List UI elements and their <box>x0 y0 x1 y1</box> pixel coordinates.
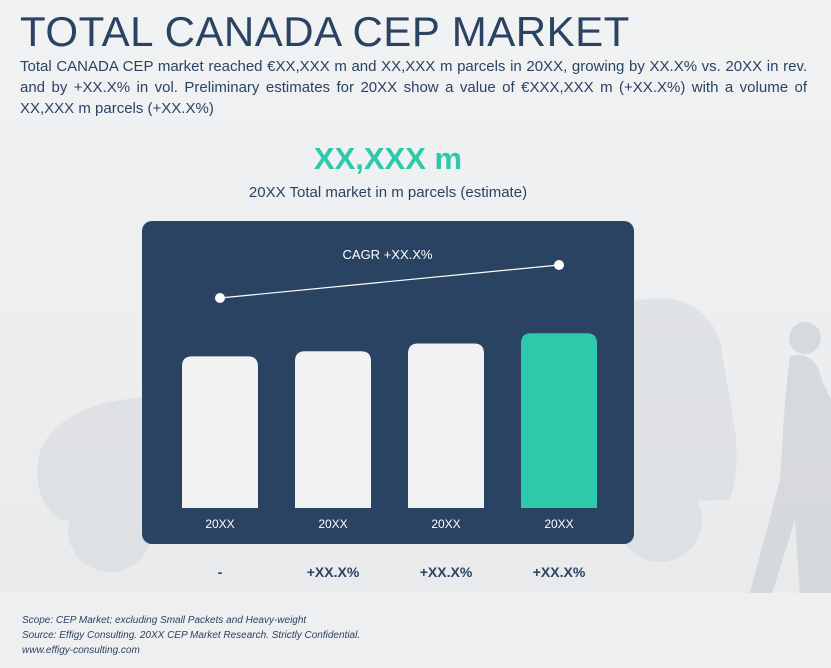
cagr-end-point <box>554 260 564 270</box>
chart-panel: 20XX 20XX 20XX 20XX CAGR +XX.X% <box>142 221 634 544</box>
bar <box>295 351 371 508</box>
cagr-start-point <box>215 293 225 303</box>
growth-labels-row: - +XX.X% +XX.X% +XX.X% <box>0 564 831 586</box>
bar <box>408 343 484 508</box>
summary-text: Total CANADA CEP market reached €XX,XXX … <box>20 58 807 117</box>
bar <box>521 333 597 508</box>
cagr-line <box>219 264 560 299</box>
x-tick-label: 20XX <box>544 517 573 531</box>
footer: Scope: CEP Market; excluding Small Packe… <box>0 593 831 668</box>
growth-label: - <box>217 564 223 580</box>
source-note: Source: Effigy Consulting. 20XX CEP Mark… <box>22 630 361 641</box>
cagr-label: CAGR +XX.X% <box>343 247 433 262</box>
bar <box>182 356 258 508</box>
page-title: TOTAL CANADA CEP MARKET <box>20 8 630 55</box>
x-tick-label: 20XX <box>318 517 347 531</box>
headline-value: XX,XXX m <box>313 141 463 176</box>
scope-note: Scope: CEP Market; excluding Small Packe… <box>22 615 307 626</box>
x-tick-label: 20XX <box>431 517 460 531</box>
bar-chart: 20XX 20XX 20XX 20XX CAGR +XX.X% <box>182 247 597 531</box>
growth-label: +XX.X% <box>532 564 586 580</box>
x-tick-label: 20XX <box>205 517 234 531</box>
headline-caption: 20XX Total market in m parcels (estimate… <box>248 184 528 201</box>
website-link[interactable]: www.effigy-consulting.com <box>22 645 140 656</box>
growth-label: +XX.X% <box>419 564 473 580</box>
growth-label: +XX.X% <box>306 564 360 580</box>
